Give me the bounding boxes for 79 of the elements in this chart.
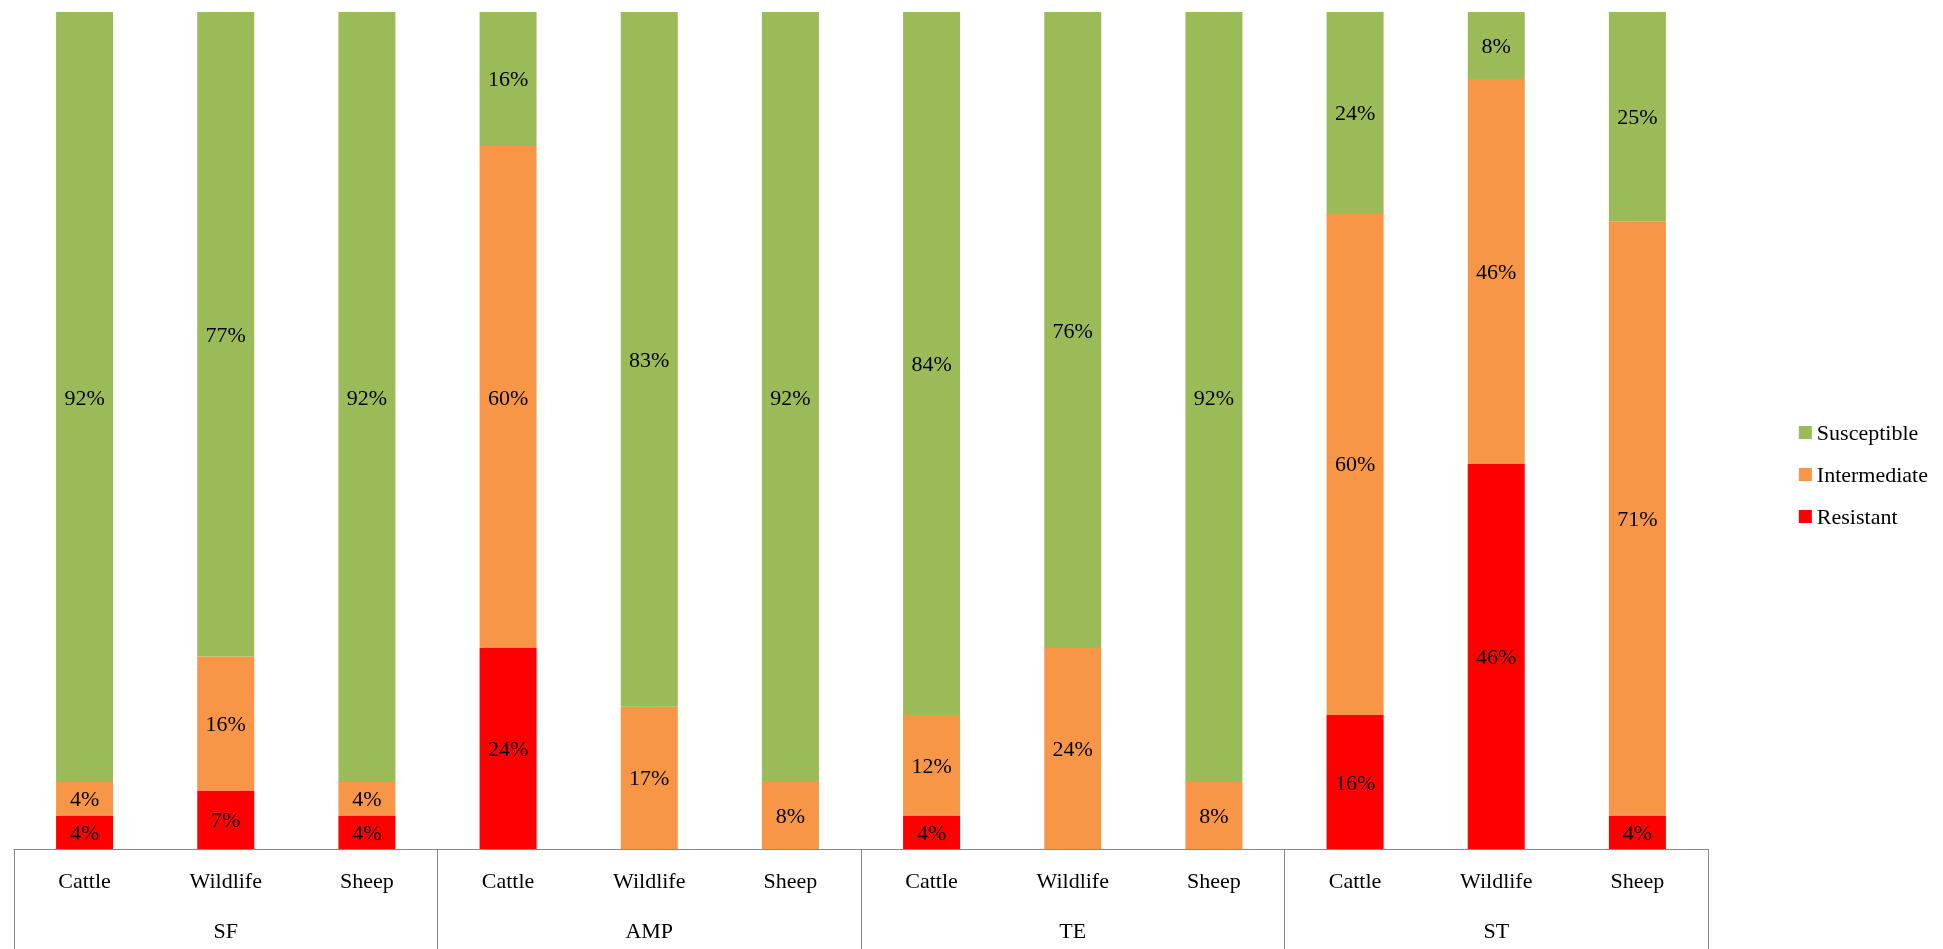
- data-label: 24%: [487, 736, 529, 762]
- bar: [479, 145, 537, 649]
- data-label: 4%: [352, 819, 382, 845]
- bar: [197, 790, 255, 849]
- bar: [620, 12, 678, 707]
- x-tick-label: Cattle: [905, 867, 958, 893]
- x-tick-label: Cattle: [481, 867, 535, 893]
- data-label: 83%: [629, 346, 670, 372]
- legend-label: Resistant: [1816, 504, 1898, 529]
- bar: [1185, 12, 1243, 783]
- data-label: 60%: [1334, 451, 1376, 477]
- data-label: 92%: [346, 384, 388, 410]
- bar: [1044, 12, 1102, 649]
- x-tick-label: Wildlife: [1036, 867, 1109, 893]
- bar: [1467, 78, 1525, 464]
- bar: [620, 706, 678, 849]
- x-tick-label: Cattle: [58, 867, 111, 893]
- bar: [1467, 463, 1525, 849]
- x-tick-label: Wildlife: [189, 867, 262, 893]
- data-label: 24%: [1052, 736, 1093, 762]
- data-label: 16%: [487, 66, 529, 92]
- bar: [197, 12, 255, 657]
- x-tick-label: Cattle: [1328, 867, 1382, 893]
- text: SF: [213, 917, 238, 943]
- data-label: 4%: [352, 786, 382, 812]
- bar: [903, 715, 961, 816]
- bar: [338, 782, 396, 816]
- x-tick-label: Sheep: [1610, 867, 1665, 893]
- data-label: 4%: [69, 819, 100, 845]
- bar: [1044, 648, 1102, 849]
- bar: [903, 12, 961, 716]
- data-label: 12%: [911, 752, 952, 778]
- bar: [1326, 212, 1384, 716]
- data-label: 4%: [69, 786, 100, 812]
- text: AMP: [625, 917, 674, 943]
- data-label: 60%: [487, 384, 529, 410]
- bar: [197, 656, 255, 791]
- data-label: 16%: [205, 710, 246, 736]
- bar: [338, 12, 396, 783]
- data-label: 71%: [1617, 505, 1658, 531]
- bar: [1608, 12, 1666, 222]
- bar: [1185, 782, 1243, 849]
- text: TE: [1059, 917, 1087, 943]
- x-tick-label: Sheep: [340, 867, 394, 893]
- data-label: 76%: [1052, 317, 1093, 343]
- data-label: 77%: [205, 321, 246, 347]
- bar: [56, 782, 114, 816]
- x-tick-label: Wildlife: [613, 867, 686, 893]
- data-label: 92%: [1193, 384, 1235, 410]
- data-label: 16%: [1334, 769, 1376, 795]
- data-label: 7%: [211, 807, 241, 833]
- bar: [1608, 221, 1666, 816]
- bar: [56, 12, 114, 783]
- data-label: 4%: [1622, 819, 1653, 845]
- data-label: 46%: [1476, 258, 1517, 284]
- data-label: 8%: [1481, 32, 1511, 58]
- bar: [761, 782, 819, 849]
- bar: [1467, 12, 1525, 79]
- bar: [479, 12, 537, 146]
- legend-label: Susceptible: [1816, 420, 1919, 445]
- x-tick-label: Sheep: [1187, 867, 1241, 893]
- data-label: 92%: [64, 384, 105, 410]
- bar: [761, 12, 819, 783]
- bar: [479, 648, 537, 849]
- x-tick-label: Sheep: [763, 867, 818, 893]
- data-label: 4%: [916, 819, 947, 845]
- data-label: 8%: [1199, 803, 1229, 829]
- bar: [1326, 715, 1384, 849]
- data-label: 24%: [1334, 99, 1376, 125]
- data-label: 17%: [629, 765, 670, 791]
- data-label: 46%: [1476, 643, 1517, 669]
- data-label: 8%: [775, 803, 806, 829]
- data-label: 92%: [770, 384, 811, 410]
- data-label: 25%: [1617, 104, 1658, 130]
- legend-label: Intermediate: [1816, 462, 1929, 487]
- text: ST: [1483, 917, 1510, 943]
- x-tick-label: Wildlife: [1460, 867, 1533, 893]
- bar: [1326, 12, 1384, 213]
- data-label: 84%: [911, 351, 952, 377]
